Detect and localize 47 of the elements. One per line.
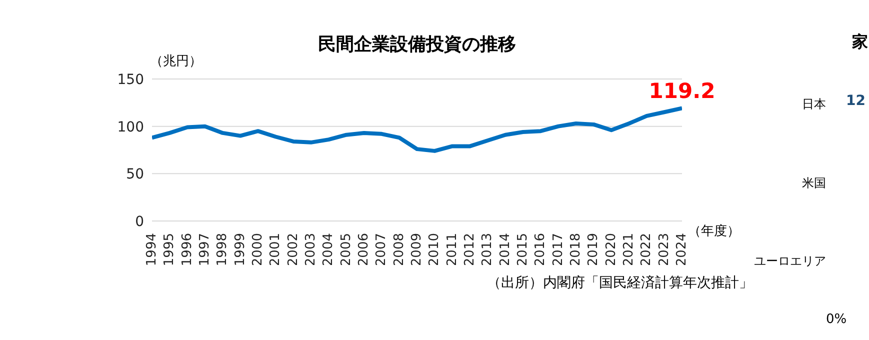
x-tick-label: 2016 xyxy=(533,233,548,266)
x-tick-label: 2023 xyxy=(656,233,672,266)
x-tick-label: 2021 xyxy=(622,233,636,266)
x-tick-label: 2010 xyxy=(427,233,442,266)
x-tick-label: 2008 xyxy=(392,233,407,266)
x-tick-label: 2003 xyxy=(304,233,318,266)
category-label: 日本 xyxy=(802,96,826,113)
y-tick-label: 150 xyxy=(117,72,144,88)
x-tick-label: 2000 xyxy=(250,233,266,266)
x-tick-label: 2012 xyxy=(462,233,478,266)
x-tick-label: 2005 xyxy=(338,233,354,266)
x-tick-label: 2011 xyxy=(444,233,460,266)
x-tick-label: 1996 xyxy=(180,233,195,266)
x-tick-label: 2020 xyxy=(604,233,619,266)
x-tick-label: 1999 xyxy=(232,233,248,266)
y-tick-label: 50 xyxy=(126,166,144,183)
x-tick-label: 2018 xyxy=(568,233,584,266)
x-tick-label: 1994 xyxy=(144,233,160,266)
x-axis-title: （年度） xyxy=(688,223,740,240)
x-tick-label: 1998 xyxy=(215,233,230,266)
x-tick-label: 1997 xyxy=(198,233,212,266)
text: 家 xyxy=(852,32,868,53)
x-tick-label: 2022 xyxy=(639,233,654,266)
x-tick-label: 2007 xyxy=(374,233,390,266)
x-tick-label: 2009 xyxy=(410,233,424,266)
y-tick-label: 100 xyxy=(117,119,144,136)
text: （出所）内閣府「国民経済計算年次推計」 xyxy=(487,274,753,292)
x-tick-label: 2013 xyxy=(480,233,496,266)
x-tick-label: 2002 xyxy=(286,233,301,266)
y-tick-label: 0 xyxy=(135,214,144,230)
x-tick-label: 2019 xyxy=(586,233,602,266)
x-tick-label: 2006 xyxy=(356,233,372,266)
chart-title: 民間企業設備投資の推移 xyxy=(318,34,516,55)
x-tick-label: 2017 xyxy=(550,233,566,266)
x-tick-label: 2001 xyxy=(268,233,284,266)
annotation: 119.2 xyxy=(648,79,716,104)
x-tick-label: 2024 xyxy=(674,233,690,266)
x-tick-label: 1995 xyxy=(162,233,178,266)
text: 12 xyxy=(846,93,866,109)
category-label: ユーロエリア xyxy=(754,253,826,270)
x-tick-label: 2004 xyxy=(321,233,336,266)
category-label: 米国 xyxy=(802,175,826,192)
x-tick-label: 2015 xyxy=(516,233,530,266)
x-tick-label: 2014 xyxy=(498,233,513,266)
line-series xyxy=(152,106,682,153)
text: 0% xyxy=(826,312,847,327)
y-axis-title: （兆円） xyxy=(150,53,202,70)
